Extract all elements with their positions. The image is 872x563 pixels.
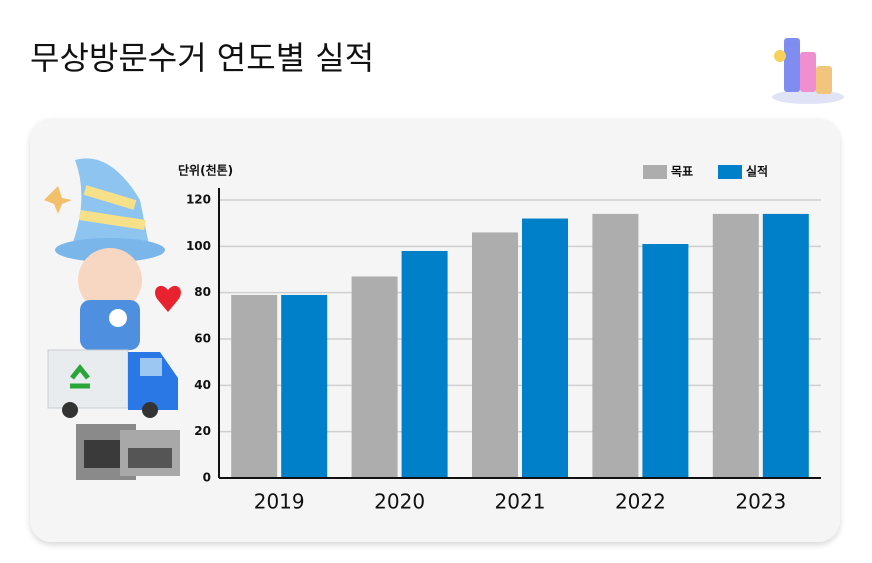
y-tick-label: 20 xyxy=(194,424,211,438)
chart-icon xyxy=(772,38,844,104)
bar xyxy=(712,213,759,478)
legend-label: 실적 xyxy=(746,164,768,179)
y-tick-label: 60 xyxy=(194,332,211,346)
bar xyxy=(472,232,518,478)
bar xyxy=(522,218,568,479)
chart-title: 무상방문수거 연도별 실적 xyxy=(30,39,374,77)
y-tick-label: 120 xyxy=(186,193,211,207)
bar xyxy=(762,213,809,478)
bar xyxy=(231,294,278,478)
x-tick-label: 2019 xyxy=(254,490,305,514)
bar xyxy=(592,213,639,478)
legend-label: 목표 xyxy=(671,165,693,179)
legend-swatch xyxy=(643,165,667,179)
bar xyxy=(351,276,398,478)
illustration xyxy=(44,158,181,480)
y-tick-label: 80 xyxy=(194,285,211,299)
legend-swatch xyxy=(718,165,742,179)
y-tick-label: 100 xyxy=(186,239,211,253)
bar xyxy=(642,244,689,478)
x-tick-label: 2020 xyxy=(374,490,425,514)
y-tick-label: 0 xyxy=(203,471,211,485)
bar xyxy=(281,294,328,478)
x-tick-label: 2022 xyxy=(615,490,666,514)
x-tick-label: 2023 xyxy=(735,490,786,514)
y-tick-label: 40 xyxy=(194,378,211,392)
x-tick-label: 2021 xyxy=(495,490,546,514)
bar xyxy=(401,250,448,478)
y-axis-label: 단위(천톤) xyxy=(178,163,233,178)
